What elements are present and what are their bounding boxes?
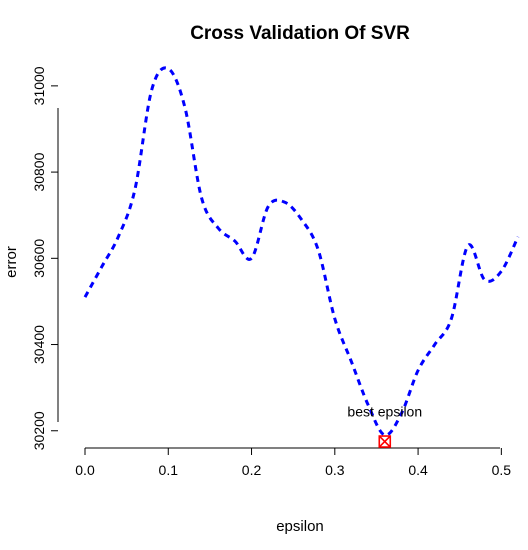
marker-square — [378, 435, 392, 448]
x-tick-label: 0.4 — [408, 462, 428, 478]
marker-cross — [378, 435, 391, 448]
y-tick-label: 31000 — [31, 66, 47, 105]
x-tick-label: 0.1 — [159, 462, 179, 478]
best-epsilon-marker — [378, 435, 392, 448]
y-tick-label: 30800 — [31, 152, 47, 191]
best-epsilon-label: best epsilon — [347, 404, 422, 420]
series-error-line — [83, 66, 520, 437]
y-axis-label: error — [3, 246, 20, 278]
chart-title: Cross Validation Of SVR — [190, 23, 410, 44]
x-tick-label: 0.3 — [325, 462, 345, 478]
y-tick-label: 30600 — [31, 239, 47, 278]
y-tick-label: 30400 — [31, 325, 47, 364]
x-tick-label: 0.0 — [75, 462, 95, 478]
x-axis-label: epsilon — [276, 518, 324, 535]
y-tick-label: 30200 — [31, 411, 47, 450]
x-ticks: 0.0 0.1 0.2 0.3 0.4 0.5 — [75, 448, 511, 478]
x-tick-label: 0.5 — [492, 462, 512, 478]
y-ticks: 30200 30400 30600 30800 31000 — [31, 66, 58, 450]
x-tick-label: 0.2 — [242, 462, 262, 478]
